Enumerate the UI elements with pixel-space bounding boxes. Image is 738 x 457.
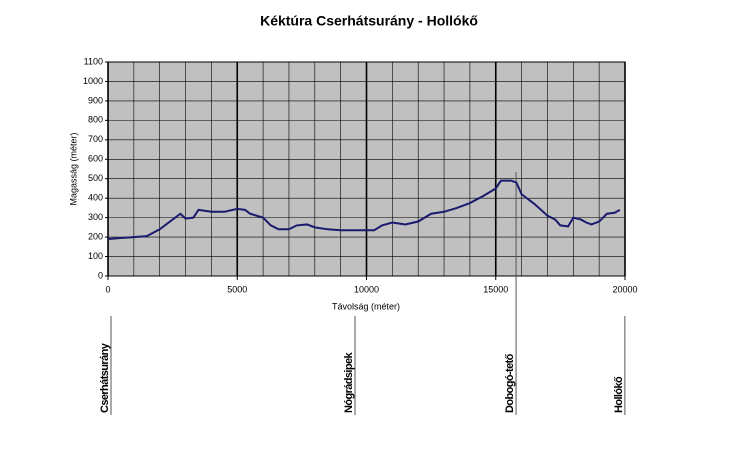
elevation-line xyxy=(107,179,621,241)
y-tick-label: 400 xyxy=(88,193,103,203)
y-tick-label: 900 xyxy=(88,95,103,105)
x-tick-label: 20000 xyxy=(612,284,637,294)
y-tick-label: 700 xyxy=(88,134,103,144)
y-tick-label: 100 xyxy=(88,251,103,261)
y-tick-label: 200 xyxy=(88,231,103,241)
x-tick-label: 0 xyxy=(105,284,110,294)
x-tick-label: 10000 xyxy=(354,284,379,294)
waypoint-label: Nógrádsipek xyxy=(343,351,355,413)
y-tick-label: 1000 xyxy=(83,76,103,86)
y-axis-label: Magasság (méter) xyxy=(68,132,78,205)
x-tick-label: 15000 xyxy=(483,284,508,294)
waypoint-label: Hollókő xyxy=(613,376,625,413)
x-tick-label: 5000 xyxy=(227,284,247,294)
y-tick-label: 800 xyxy=(88,115,103,125)
y-tick-label: 1100 xyxy=(84,56,103,66)
y-tick-label: 600 xyxy=(88,154,103,164)
y-tick-label: 0 xyxy=(98,270,103,280)
waypoint-label: Dobogó-tető xyxy=(504,353,516,413)
waypoint-label: Cserhátsurány xyxy=(99,342,111,413)
chart-title: Kéktúra Cserhátsurány - Hollókő xyxy=(260,13,478,29)
y-tick-label: 300 xyxy=(88,212,103,222)
x-axis-label: Távolság (méter) xyxy=(332,301,400,311)
y-tick-label: 500 xyxy=(88,173,103,183)
